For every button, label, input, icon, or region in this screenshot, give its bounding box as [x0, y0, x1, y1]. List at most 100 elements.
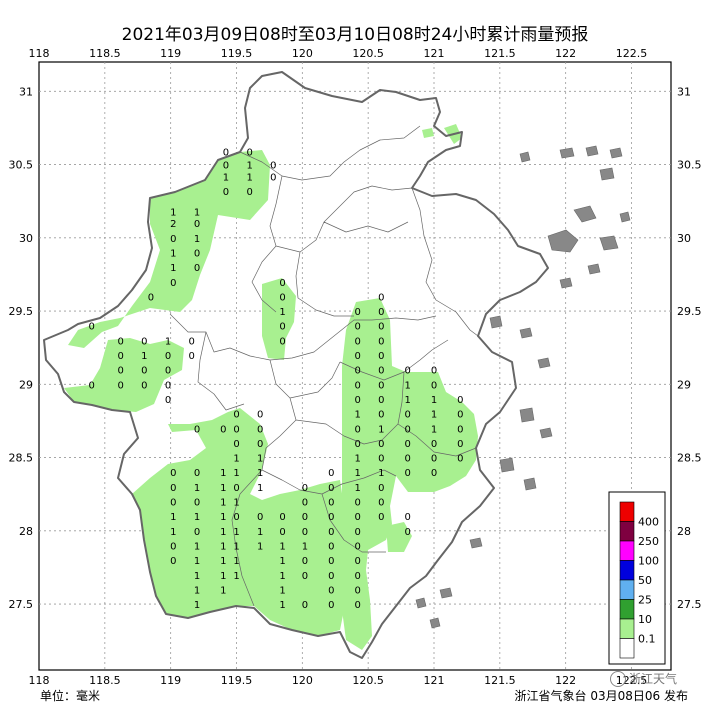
- city-boundaries: [169, 125, 479, 607]
- island-shengsi: [599, 167, 615, 181]
- lat-tick-labels-left: 31 30.5 30 29.5 29 28.5 28 27.5: [9, 85, 34, 611]
- rain-value: 0: [457, 454, 463, 465]
- rain-value: 0: [223, 187, 229, 198]
- rain-value: 0: [378, 336, 384, 347]
- lat-tick-label-right: 30: [677, 232, 691, 245]
- rain-value: 1: [220, 556, 226, 567]
- lat-tick-label-left: 30: [19, 232, 33, 245]
- rain-value: 0: [194, 219, 200, 230]
- rain-value: 0: [117, 351, 123, 362]
- rain-value: 0: [328, 498, 334, 509]
- rain-value: 0: [354, 395, 360, 406]
- rain-value: 0: [354, 380, 360, 391]
- rain-value: 0: [279, 512, 285, 523]
- rain-value: 0: [328, 527, 334, 538]
- rain-value: 1: [378, 424, 384, 435]
- lon-tick-label-top: 118: [29, 47, 50, 60]
- legend-swatch: [619, 618, 635, 639]
- lon-tick-label-bottom: 118: [29, 674, 50, 687]
- rain-value: 0: [378, 307, 384, 318]
- rain-value: 1: [141, 351, 147, 362]
- rain-value: 1: [257, 454, 263, 465]
- island-cluster-coast: [415, 315, 553, 629]
- rain-value: 1: [194, 512, 200, 523]
- rain-area-central-north: [262, 278, 296, 360]
- province-outline: [43, 71, 549, 659]
- rain-value: 0: [457, 424, 463, 435]
- rain-value: 1: [194, 483, 200, 494]
- rain-value: 0: [257, 512, 263, 523]
- rain-value: 0: [457, 395, 463, 406]
- watermark: 浙江天气: [610, 670, 677, 687]
- rain-value: 0: [302, 600, 308, 611]
- offshore-islands: [415, 145, 631, 629]
- rain-value: 1: [431, 395, 437, 406]
- rain-value: 0: [354, 556, 360, 567]
- rain-value: 1: [279, 600, 285, 611]
- lon-tick-label-top: 122.5: [616, 47, 648, 60]
- rain-value: 0: [233, 410, 239, 421]
- rain-value: 1: [233, 527, 239, 538]
- rain-value: 0: [246, 187, 252, 198]
- rain-value: 1: [194, 585, 200, 596]
- rain-value: 0: [148, 292, 154, 303]
- rain-value: 0: [194, 248, 200, 259]
- legend-label: 50: [638, 574, 652, 587]
- rain-value: 0: [165, 351, 171, 362]
- rain-value: 0: [270, 172, 276, 183]
- rain-value: 0: [378, 351, 384, 362]
- lat-tick-label-left: 27.5: [9, 598, 34, 611]
- rain-value: 1: [220, 483, 226, 494]
- island-cluster-north: [519, 145, 623, 163]
- island-daishan: [573, 205, 597, 223]
- rain-value: 1: [257, 527, 263, 538]
- rain-value: 0: [328, 571, 334, 582]
- unit-label: 单位：毫米: [40, 689, 101, 703]
- rain-shading: [64, 124, 478, 650]
- rain-value: 0: [302, 512, 308, 523]
- rain-value: 0: [354, 498, 360, 509]
- rain-value: 0: [279, 278, 285, 289]
- rain-value: 0: [170, 468, 176, 479]
- lat-tick-label-left: 28.5: [9, 452, 34, 465]
- legend-frame: [608, 491, 666, 665]
- rain-value: 1: [220, 527, 226, 538]
- legend-swatch: [619, 560, 635, 581]
- rain-value: 0: [354, 424, 360, 435]
- rain-value: 1: [220, 541, 226, 552]
- rain-value: 0: [194, 468, 200, 479]
- rain-value: 1: [194, 234, 200, 245]
- rain-value: 1: [279, 541, 285, 552]
- rain-value: 0: [354, 336, 360, 347]
- rain-value: 0: [165, 395, 171, 406]
- rain-value: 0: [257, 424, 263, 435]
- rain-value: 0: [170, 483, 176, 494]
- rain-value: 0: [257, 410, 263, 421]
- lat-tick-labels-right: 31 30.5 30 29.5 29 28.5 28 27.5: [677, 85, 702, 611]
- rain-area-northwest: [68, 150, 270, 348]
- rain-value: 0: [233, 424, 239, 435]
- lon-tick-labels-bottom: 118 118.5 119 119.5 120 120.5 121 121.5 122 122.5: [29, 674, 648, 687]
- legend-labels: 400 250 100 50 25 10 0.1: [638, 516, 659, 646]
- rain-value: 0: [88, 322, 94, 333]
- rain-value: 0: [354, 366, 360, 377]
- rain-value: 1: [220, 571, 226, 582]
- rain-value: 0: [223, 147, 229, 158]
- rain-value: 0: [270, 161, 276, 172]
- rain-value: 0: [431, 468, 437, 479]
- rain-area-southwest: [132, 408, 346, 636]
- rain-value: 1: [354, 468, 360, 479]
- rain-value: 0: [220, 424, 226, 435]
- rain-value: 1: [170, 527, 176, 538]
- lon-tick-label-bottom: 121: [424, 674, 445, 687]
- rain-value: 0: [279, 292, 285, 303]
- province-borders: [43, 71, 549, 659]
- lon-tick-label-top: 119: [160, 47, 181, 60]
- rain-value: 0: [404, 468, 410, 479]
- rain-value: 0: [404, 366, 410, 377]
- rain-value: 0: [431, 380, 437, 391]
- rain-value: 1: [170, 512, 176, 523]
- rain-value: 1: [194, 571, 200, 582]
- rain-value: 0: [302, 527, 308, 538]
